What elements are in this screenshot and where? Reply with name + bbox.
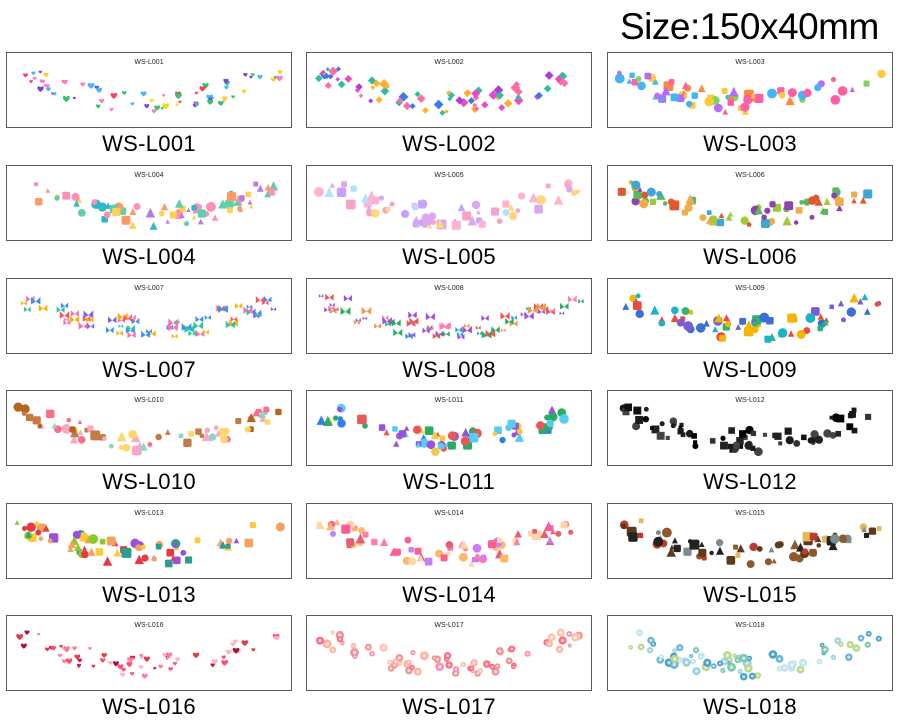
sticker-sheet-preview: WS-L003: [607, 52, 893, 128]
sticker-sheet-card: WS-L005 WS-L005: [306, 165, 598, 277]
sticker-sheet-card: WS-L013 WS-L013: [6, 503, 298, 615]
sticker-sheet-card: WS-L006 WS-L006: [607, 165, 899, 277]
sheet-label: WS-L018: [703, 694, 797, 719]
sheet-code-small: WS-L009: [735, 285, 765, 292]
sticker-sheet-preview: WS-L011: [306, 390, 592, 466]
sticker-sheet-card: WS-L004 WS-L004: [6, 165, 298, 277]
sticker-sheet-card: WS-L018 WS-L018: [607, 615, 899, 727]
sticker-sheet-preview: WS-L010: [6, 390, 292, 466]
sheet-code-small: WS-L014: [434, 510, 464, 517]
size-label: Size:150x40mm: [620, 6, 879, 47]
sheet-code-small: WS-L001: [134, 59, 164, 66]
sticker-sheet-card: WS-L017 WS-L017: [306, 615, 598, 727]
sheet-code-small: WS-L007: [134, 285, 164, 292]
sheet-code-small: WS-L017: [434, 622, 464, 629]
sheet-code-small: WS-L016: [134, 622, 164, 629]
sheet-label: WS-L007: [102, 357, 196, 382]
sheet-code-small: WS-L003: [735, 59, 765, 66]
sheet-label: WS-L015: [703, 582, 797, 607]
sticker-sheet-preview: WS-L002: [306, 52, 592, 128]
sticker-sheet-preview: WS-L015: [607, 503, 893, 579]
sticker-sheet-preview: WS-L001: [6, 52, 292, 128]
sheet-code-small: WS-L008: [434, 285, 464, 292]
sheet-label: WS-L011: [402, 469, 496, 494]
sticker-sheet-preview: WS-L009: [607, 278, 893, 354]
sticker-sheet-preview: WS-L018: [607, 615, 893, 691]
fruit-icon: [14, 520, 285, 568]
sticker-sheet-preview: WS-L017: [306, 615, 592, 691]
sticker-sheet-card: WS-L015 WS-L015: [607, 503, 899, 615]
sticker-sheet-preview: WS-L012: [607, 390, 893, 466]
sheet-code-small: WS-L005: [434, 172, 464, 179]
space-icon: [316, 403, 569, 456]
unicorn-icon: [314, 179, 581, 230]
viking-icon: [619, 403, 872, 457]
fairy-icon: [315, 518, 574, 567]
sheet-label: WS-L008: [402, 357, 496, 382]
sheet-code-small: WS-L004: [134, 172, 164, 179]
sheet-label: WS-L014: [402, 582, 496, 607]
sheet-code-small: WS-L010: [134, 397, 164, 404]
sticker-sheet-preview: WS-L013: [6, 503, 292, 579]
sticker-sheet-card: WS-L002 WS-L002: [306, 52, 598, 164]
sticker-sheet-card: WS-L007 WS-L007: [6, 278, 298, 390]
dinosaur-icon: [617, 180, 873, 229]
flower-icon: [315, 628, 583, 677]
sheet-label: WS-L017: [402, 694, 496, 719]
sheet-code-small: WS-L006: [735, 172, 765, 179]
sticker-sheet-card: WS-L016 WS-L016: [6, 615, 298, 727]
sheet-label: WS-L006: [703, 244, 797, 269]
sheet-label: WS-L013: [102, 582, 196, 607]
sticker-sheet-card: WS-L003 WS-L003: [607, 52, 899, 164]
sticker-sheet-card: WS-L010 WS-L010: [6, 390, 298, 502]
sheet-label: WS-L009: [703, 357, 797, 382]
dessert-icon: [13, 402, 282, 456]
sticker-sheet-card: WS-L014 WS-L014: [306, 503, 598, 615]
hearts-icon: [23, 70, 283, 114]
party-icon: [614, 69, 886, 115]
sheet-code-small: WS-L012: [735, 397, 765, 404]
sheet-label: WS-L012: [703, 469, 797, 494]
sticker-sheet-card: WS-L008 WS-L008: [306, 278, 598, 390]
sticker-sheet-preview: WS-L008: [306, 278, 592, 354]
sheet-code-small: WS-L018: [735, 622, 765, 629]
boho-icon: [628, 629, 882, 681]
sticker-sheet-card: WS-L001 WS-L001: [6, 52, 298, 164]
gem-icon: [315, 66, 569, 116]
sticker-sheet-card: WS-L012 WS-L012: [607, 390, 899, 502]
sticker-sheet-card: WS-L011 WS-L011: [306, 390, 598, 502]
sticker-sheet-preview: WS-L016: [6, 615, 292, 691]
sheet-label: WS-L003: [703, 131, 797, 156]
sheet-code-small: WS-L002: [434, 59, 464, 66]
love-icon: [16, 630, 280, 679]
sticker-sheet-preview: WS-L004: [6, 165, 292, 241]
sticker-sheet-card: WS-L009 WS-L009: [607, 278, 899, 390]
sheet-label: WS-L004: [102, 244, 196, 269]
sheet-code-small: WS-L011: [434, 397, 464, 404]
sheet-label: WS-L010: [102, 469, 196, 494]
butterfly-icon: [318, 293, 584, 340]
sheet-label: WS-L016: [102, 694, 196, 719]
sheet-label: WS-L002: [402, 131, 496, 156]
mermaid-icon: [33, 181, 279, 230]
robot-icon: [622, 292, 882, 343]
sticker-sheet-preview: WS-L006: [607, 165, 893, 241]
butterfly-icon: [21, 295, 277, 339]
pirate-icon: [619, 518, 882, 569]
sheet-label: WS-L005: [402, 244, 496, 269]
sticker-sheet-preview: WS-L014: [306, 503, 592, 579]
sheet-label: WS-L001: [102, 131, 196, 156]
sticker-sheet-preview: WS-L007: [6, 278, 292, 354]
sheet-code-small: WS-L013: [134, 510, 164, 517]
sheet-code-small: WS-L015: [735, 510, 765, 517]
sticker-sheet-preview: WS-L005: [306, 165, 592, 241]
